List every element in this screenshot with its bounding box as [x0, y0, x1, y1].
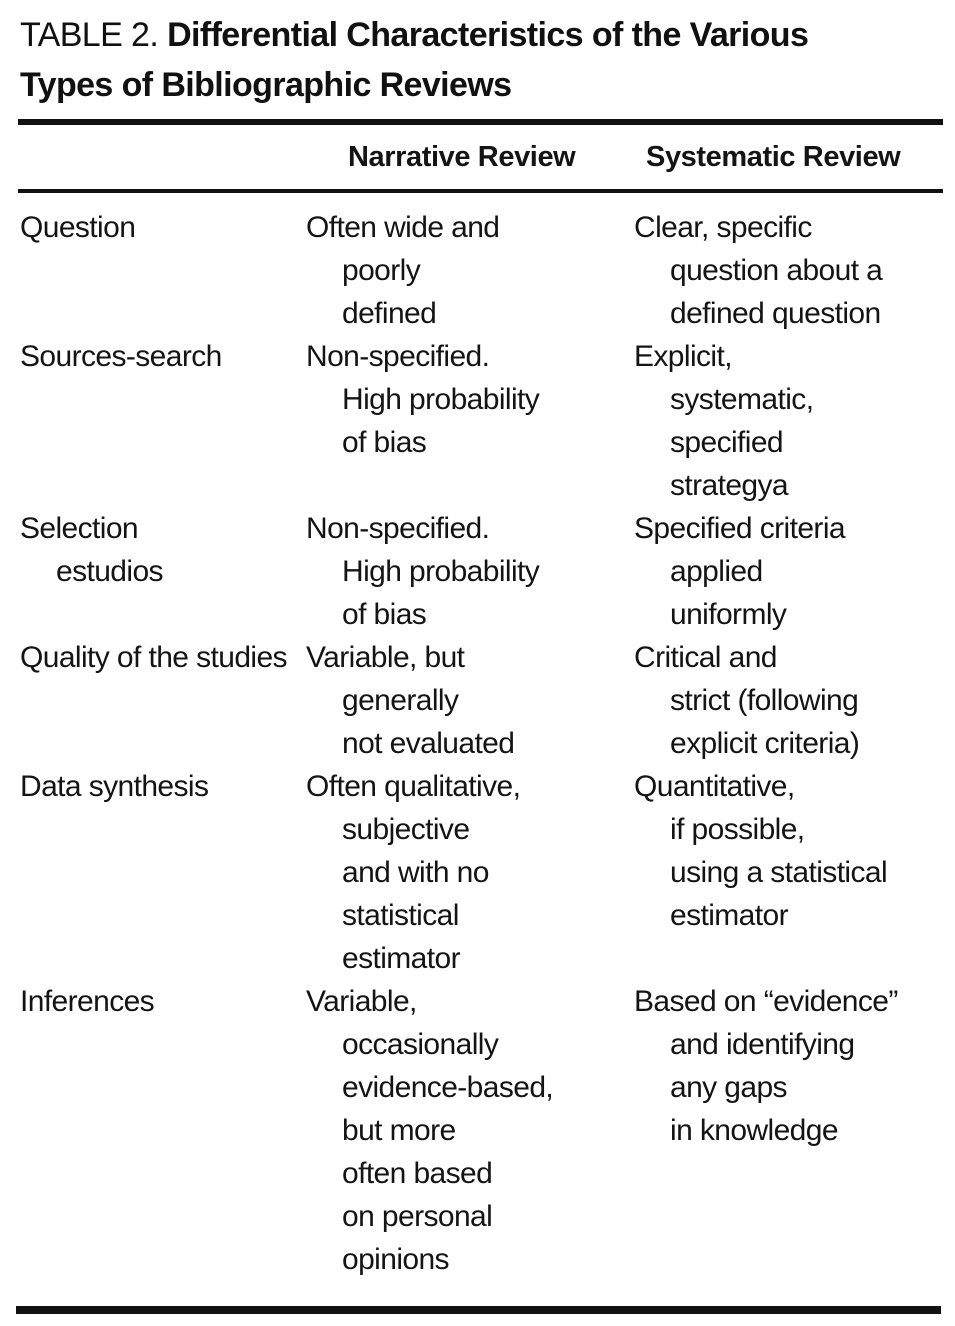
table-row: Question Often wide and poorly defined Cle… [20, 206, 943, 335]
table-title: TABLE 2. Differential Characteristics of… [20, 10, 943, 110]
row-narrative: Often wide and poorly defined [306, 206, 634, 335]
table-row: Selection estudios Non-specified. High pro… [20, 507, 943, 636]
header-narrative-review: Narrative Review [348, 140, 576, 173]
table-body: Question Often wide and poorly defined Cle… [20, 193, 943, 1281]
cell-line: occasionally [342, 1028, 499, 1061]
cell-line: subjective [342, 813, 470, 846]
cell-line: often based [342, 1157, 493, 1190]
cell-line: strategya [670, 469, 789, 502]
cell-line: specified [670, 426, 784, 459]
table-title-text-line1: Differential Characteristics of the Vari… [167, 16, 809, 54]
cell-line: Sources-search [20, 340, 222, 373]
cell-line: in knowledge [670, 1114, 839, 1147]
cell-line: defined question [670, 297, 881, 330]
cell-line: systematic, [670, 383, 814, 416]
cell-line: using a statistical [670, 856, 888, 889]
cell-line: Question [20, 211, 136, 244]
row-narrative: Often qualitative, subjective and with no s… [306, 765, 634, 980]
row-systematic: Specified criteria applied uniformly [634, 507, 943, 636]
cell-line: and with no [342, 856, 489, 889]
row-systematic: Clear, specific question about a defined q… [634, 206, 943, 335]
row-systematic: Quantitative, if possible, using a statist… [634, 765, 943, 980]
cell-line: uniformly [670, 598, 787, 631]
cell-line: Based on “evidence” [634, 985, 898, 1018]
cell-line: evidence-based, [342, 1071, 554, 1104]
top-rule [18, 119, 943, 125]
cell-line: on personal [342, 1200, 493, 1233]
table-header-row: Narrative Review Systematic Review [20, 125, 943, 189]
cell-line: estimator [342, 942, 461, 975]
row-systematic: Explicit, systematic, specified strategya [634, 335, 943, 507]
cell-line: Quality of the studies [20, 641, 288, 674]
cell-line: High probability [342, 555, 540, 588]
table-row: Sources-search Non-specified. High probab… [20, 335, 943, 507]
cell-line: poorly [342, 254, 421, 287]
cell-line: but more [342, 1114, 456, 1147]
cell-line: not evaluated [342, 727, 515, 760]
row-narrative: Non-specified. High probability of bias [306, 507, 634, 636]
cell-line: Critical and [634, 641, 777, 674]
row-narrative: Non-specified. High probability of bias [306, 335, 634, 507]
cell-line: any gaps [670, 1071, 788, 1104]
row-narrative: Variable, but generally not evaluated [306, 636, 634, 765]
row-characteristic: Inferences [20, 980, 306, 1281]
cell-line: of bias [342, 426, 427, 459]
cell-line: Non-specified. [306, 340, 490, 373]
row-characteristic: Quality of the studies [20, 636, 306, 765]
cell-line: Quantitative, [634, 770, 795, 803]
cell-line: Often wide and [306, 211, 500, 244]
table-title-text-line2: Types of Bibliographic Reviews [20, 66, 512, 104]
cell-line: statistical [342, 899, 459, 932]
cell-line: Specified criteria [634, 512, 846, 545]
cell-line: Variable, but [306, 641, 465, 674]
cell-line: question about a [670, 254, 883, 287]
row-narrative: Variable, occasionally evidence-based, but … [306, 980, 634, 1281]
cell-line: estudios [56, 555, 164, 588]
header-systematic-review: Systematic Review [646, 140, 901, 173]
row-characteristic: Sources-search [20, 335, 306, 507]
cell-line: and identifying [670, 1028, 855, 1061]
row-systematic: Based on “evidence” and identifying any ga… [634, 980, 943, 1281]
row-characteristic: Selection estudios [20, 507, 306, 636]
cell-line: of bias [342, 598, 427, 631]
cell-line: Selection [20, 512, 139, 545]
cell-line: if possible, [670, 813, 805, 846]
cell-line: strict (following [670, 684, 859, 717]
row-systematic: Critical and strict (following explicit cr… [634, 636, 943, 765]
cell-line: Inferences [20, 985, 155, 1018]
cell-line: opinions [342, 1243, 450, 1276]
cell-line: Often qualitative, [306, 770, 521, 803]
table-row: Data synthesis Often qualitative, subject… [20, 765, 943, 980]
table-number-label: TABLE 2. [20, 16, 159, 54]
row-characteristic: Question [20, 206, 306, 335]
cell-line: Non-specified. [306, 512, 490, 545]
cell-line: explicit criteria) [670, 727, 860, 760]
row-characteristic: Data synthesis [20, 765, 306, 980]
table-row: Quality of the studies Variable, but gene… [20, 636, 943, 765]
table-row: Inferences Variable, occasionally evidence… [20, 980, 943, 1281]
cell-line: Explicit, [634, 340, 733, 373]
header-rule [18, 189, 943, 193]
cell-line: Data synthesis [20, 770, 209, 803]
bottom-rule [16, 1306, 941, 1314]
cell-line: Clear, specific [634, 211, 812, 244]
cell-line: estimator [670, 899, 789, 932]
cell-line: defined [342, 297, 437, 330]
cell-line: High probability [342, 383, 540, 416]
cell-line: applied [670, 555, 763, 588]
table-title-line1: TABLE 2. Differential Characteristics of… [20, 10, 943, 60]
cell-line: Variable, [306, 985, 417, 1018]
cell-line: generally [342, 684, 459, 717]
